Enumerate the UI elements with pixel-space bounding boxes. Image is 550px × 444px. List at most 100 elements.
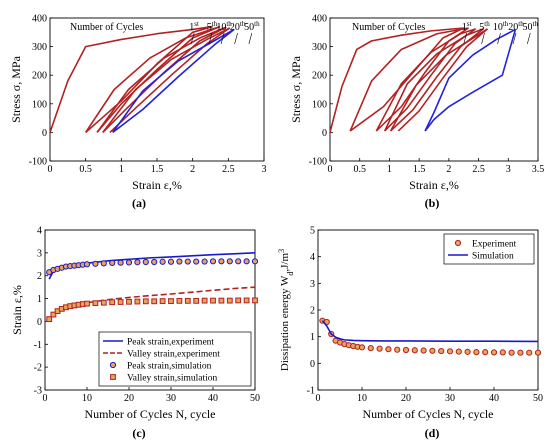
plot-frame [49,17,265,162]
data-point [83,261,91,268]
y-tick-label: -1 [34,340,42,351]
chart-c: 0 10 20 30 40 50 -3 -2 -1 0 1 2 3 4 Number of Cycles N… [10,226,260,441]
cycle-number: 5 [207,22,212,33]
series-line [85,25,221,133]
x-tick-label: 2.5 [472,164,485,175]
x-tick-label: 20 [124,393,134,404]
chart-b: 0 0.5 1 1.5 2 2.5 3 3.5-1000100200300400Strain … [289,14,544,211]
data-point [358,344,366,351]
legend-label: Peak strain,experiment [127,338,214,348]
x-tick-label: 0.5 [79,164,92,175]
x-tick-label: 1.5 [151,164,164,175]
x-tick-label: 1 [387,164,392,175]
cycle-label: 1st [462,20,472,33]
data-point [151,258,158,266]
annotation-arrow [512,32,517,45]
data-point [517,349,524,356]
data-point [176,258,183,265]
panel-label: (d) [425,426,440,440]
data-point [209,258,217,265]
x-tick-label: 0 [48,164,53,175]
annotation-arrow [481,32,485,45]
y-tick-label: 4 [310,252,315,263]
x-tick-label: 2 [446,164,451,175]
data-point [394,346,401,353]
data-point [100,299,107,306]
y-tick-label: 3 [310,279,315,290]
annotation-arrow [208,32,213,45]
x-tick-label: 0.5 [353,164,366,175]
data-point [167,258,175,265]
data-point [109,299,116,306]
y-tick-label: 3 [37,248,42,259]
data-point [109,259,116,267]
data-point [243,258,250,265]
y-tick-label: 200 [32,71,47,82]
cycle-label: 10th [216,20,232,33]
x-tick-label: 50 [250,393,260,404]
data-point [117,259,124,266]
y-axis-label: Stress σ, MPa [289,55,303,122]
y-tick-label: -1 [307,386,315,397]
data-point [420,347,427,354]
cycle-suffix: th [503,20,509,28]
x-tick-label: 3 [506,164,511,175]
data-point [499,349,506,356]
x-tick-label: 2 [190,164,195,175]
cycle-suffix: th [484,20,490,28]
legend-swatch [454,239,462,247]
cycle-label: 20th [230,20,246,33]
legend-label: Experiment [472,240,517,250]
data-point [490,349,498,356]
annotation-arrow [463,32,467,45]
annotation-arrow [248,32,253,45]
cycle-label: 1st [189,20,199,33]
legend-swatch [110,374,116,380]
data-point [142,298,149,305]
cycle-label: 10th [493,20,509,33]
plot-frame [44,229,256,391]
y-tick-label: -100 [29,157,47,168]
y-tick-label: 400 [32,14,47,25]
x-tick-label: 30 [445,393,455,404]
panel-label: (c) [132,426,145,440]
cycle-suffix: th [226,20,232,28]
data-point [46,316,53,323]
y-tick-label: 1 [37,294,42,305]
y-axis-label-part: Dissipation energy W [279,275,291,371]
data-point [50,311,57,318]
data-point [142,258,149,266]
data-point [184,258,191,265]
data-point [251,258,259,265]
data-point [438,347,445,355]
data-point [125,259,133,266]
x-axis-label: Strain ε,% [409,178,459,192]
series-line [424,28,516,132]
data-point [126,298,132,305]
y-tick-label: -100 [309,157,327,168]
data-point [526,349,533,356]
data-point [218,258,225,265]
series-line [109,27,231,133]
legend-box [443,233,535,265]
data-point [226,297,233,304]
y-axis-label-part: 3 [277,249,286,253]
y-tick-label: -2 [34,363,42,374]
data-point [508,349,515,356]
annotation-text: Number of Cycles [70,22,143,33]
data-point [235,258,242,265]
cycle-label: 5th [479,20,490,33]
x-tick-label: 10 [82,393,92,404]
cycle-suffix: th [518,20,524,28]
data-point [473,349,480,356]
annotation-arrow [234,32,238,45]
cycle-number: 5 [479,22,484,33]
data-point [482,349,489,356]
series-line [329,27,464,133]
x-tick-label: 0 [43,393,48,404]
series-line [321,320,539,343]
y-tick-label: 0 [37,317,42,328]
data-point [151,298,158,305]
